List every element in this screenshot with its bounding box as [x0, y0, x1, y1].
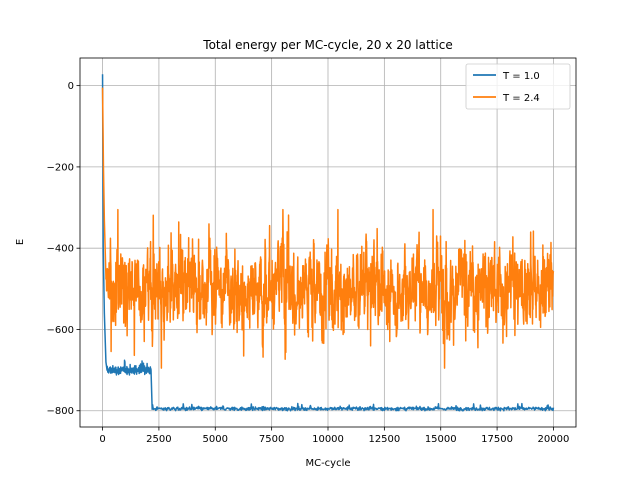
axis-ticks: 0 2500 5000 7500 10000 12500 15000 17500 20000 0 −… [47, 81, 570, 445]
y-tick-label: −200 [47, 162, 74, 173]
chart-title: Total energy per MC-cycle, 20 x 20 latti… [202, 38, 452, 52]
y-tick-label: −800 [47, 406, 74, 417]
y-tick-label: −600 [47, 325, 74, 336]
series-line-0 [101, 74, 555, 412]
legend-label-t1: T = 1.0 [502, 71, 540, 82]
x-axis-label: MC-cycle [305, 458, 350, 469]
y-tick-label: 0 [68, 81, 74, 92]
legend: T = 1.0 T = 2.4 [465, 63, 571, 110]
legend-label-t2: T = 2.4 [502, 93, 540, 104]
y-axis-label: E [15, 239, 26, 245]
y-tick-label: −400 [47, 244, 74, 255]
x-tick-label: 15000 [425, 434, 457, 445]
x-tick-label: 17500 [481, 434, 513, 445]
series-line-1 [101, 87, 555, 369]
x-tick-label: 2500 [146, 434, 171, 445]
x-tick-label: 0 [99, 434, 105, 445]
series-lines [101, 74, 555, 412]
x-tick-label: 20000 [538, 434, 570, 445]
x-tick-label: 10000 [312, 434, 344, 445]
x-tick-label: 5000 [203, 434, 228, 445]
x-tick-label: 7500 [259, 434, 284, 445]
x-tick-label: 12500 [368, 434, 400, 445]
